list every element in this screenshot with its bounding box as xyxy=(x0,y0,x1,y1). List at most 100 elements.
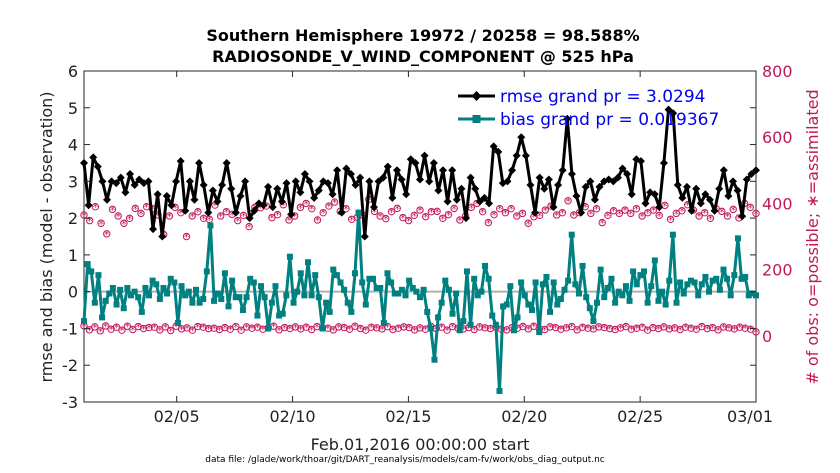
obs-count-high-assimilated-marker: * xyxy=(565,195,571,208)
obs-count-high-assimilated-marker: * xyxy=(241,210,247,223)
obs-count-high-assimilated-marker: * xyxy=(486,217,492,230)
obs-count-high-assimilated-marker: * xyxy=(554,209,560,222)
bias-point xyxy=(641,268,647,275)
rmse-point xyxy=(475,197,484,206)
obs-count-low-assimilated-marker: * xyxy=(81,320,87,333)
rmse-point xyxy=(218,181,227,190)
obs-count-high-possible-marker xyxy=(421,212,430,221)
bias-point xyxy=(91,299,98,306)
bias-point xyxy=(171,279,178,286)
obs-count-high-assimilated-marker: * xyxy=(440,213,446,226)
obs-count-high-possible-marker xyxy=(120,219,128,227)
obs-count-high-assimilated-marker: * xyxy=(218,210,224,223)
bias-point xyxy=(370,275,377,282)
rmse-point xyxy=(397,175,406,184)
obs-count-low-assimilated-marker: * xyxy=(206,323,212,336)
bias-point xyxy=(532,279,539,286)
bias-point xyxy=(330,266,337,273)
obs-count-low-assimilated-marker: * xyxy=(444,325,450,338)
rmse-point xyxy=(443,197,452,206)
bias-point xyxy=(196,299,203,306)
bias-point xyxy=(265,325,272,332)
obs-count-low-assimilated-marker: * xyxy=(390,324,396,337)
bias-point xyxy=(207,222,214,229)
obs-count-high-possible-marker xyxy=(399,213,407,222)
rmse-point xyxy=(379,173,388,182)
obs-count-low-assimilated-marker: * xyxy=(222,322,228,335)
obs-count-high-possible-marker xyxy=(450,204,458,213)
obs-count-low-assimilated-marker: * xyxy=(726,322,732,335)
obs-count-low-assimilated-marker: * xyxy=(639,322,645,335)
bias-point xyxy=(95,272,102,279)
bias-point xyxy=(391,290,398,297)
obs-count-low-possible-marker xyxy=(605,324,614,333)
obs-count-low-possible-marker xyxy=(156,326,164,334)
obs-count-low-assimilated-marker: * xyxy=(661,321,667,334)
obs-count-high-assimilated-marker: * xyxy=(406,215,412,228)
y-tick-label: 5 xyxy=(68,99,78,118)
bias-point xyxy=(312,272,319,279)
obs-count-high-possible-marker xyxy=(706,214,715,222)
obs-count-low-possible-marker xyxy=(568,322,576,331)
bias-point xyxy=(211,297,218,304)
obs-count-high-possible-marker xyxy=(404,216,413,225)
obs-count-low-assimilated-marker: * xyxy=(466,322,472,335)
obs-count-low-assimilated-marker: * xyxy=(92,321,98,334)
obs-count-low-assimilated-marker: * xyxy=(715,324,721,337)
bias-point xyxy=(536,329,543,336)
bias-point xyxy=(529,307,535,314)
rmse-point xyxy=(623,169,632,178)
obs-count-high-assimilated-marker: * xyxy=(617,208,623,221)
rmse-point xyxy=(93,162,102,171)
bias-point xyxy=(648,283,655,290)
bias-point xyxy=(742,273,749,280)
obs-count-low-possible-marker xyxy=(199,323,207,331)
obs-count-high-assimilated-marker: * xyxy=(543,205,549,218)
obs-count-low-assimilated-marker: * xyxy=(526,323,532,336)
bias-point xyxy=(550,279,557,286)
bias-point xyxy=(698,281,705,288)
plot-area xyxy=(83,70,757,403)
rmse-point xyxy=(687,206,696,215)
bias-point xyxy=(424,308,431,315)
obs-count-low-possible-marker xyxy=(118,326,126,334)
obs-count-high-possible-marker xyxy=(723,212,732,220)
obs-count-low-assimilated-marker: * xyxy=(423,324,429,337)
obs-count-low-assimilated-marker: * xyxy=(385,321,391,334)
rmse-point xyxy=(268,203,277,212)
bias-point xyxy=(583,294,590,301)
obs-count-high-possible-marker xyxy=(752,209,760,218)
obs-count-low-assimilated-marker: * xyxy=(721,321,727,334)
x-axis-label: Feb.01,2016 00:00:00 start xyxy=(311,435,530,454)
obs-count-low-possible-marker xyxy=(204,324,213,333)
rmse-point xyxy=(586,177,595,186)
obs-count-high-assimilated-marker: * xyxy=(611,205,617,218)
obs-count-low-possible-marker xyxy=(389,325,397,334)
obs-count-high-possible-marker xyxy=(199,214,208,222)
obs-count-high-assimilated-marker: * xyxy=(258,202,264,215)
obs-count-low-assimilated-marker: * xyxy=(596,321,602,334)
rmse-point xyxy=(121,188,130,197)
bias-point xyxy=(247,275,254,282)
obs-count-low-assimilated-marker: * xyxy=(368,322,374,335)
obs-count-low-assimilated-marker: * xyxy=(152,322,158,335)
obs-count-low-assimilated-marker: * xyxy=(314,321,320,334)
rmse-point xyxy=(462,214,471,223)
bias-point xyxy=(507,283,514,290)
obs-count-low-assimilated-marker: * xyxy=(200,322,206,335)
obs-count-high-assimilated-marker: * xyxy=(121,218,127,231)
obs-count-low-assimilated-marker: * xyxy=(645,325,651,338)
obs-count-low-possible-marker xyxy=(248,324,256,332)
obs-count-high-assimilated-marker: * xyxy=(315,214,321,227)
obs-count-low-possible-marker xyxy=(627,325,636,333)
bias-point xyxy=(153,281,160,288)
obs-count-high-possible-marker xyxy=(604,211,612,220)
y-right-tick-label: 200 xyxy=(762,261,793,280)
obs-count-low-assimilated-marker: * xyxy=(672,322,678,335)
obs-count-low-possible-marker xyxy=(416,324,424,332)
bias-point xyxy=(232,294,239,301)
y-right-tick-label: 800 xyxy=(762,62,793,81)
bias-point xyxy=(684,281,691,288)
obs-count-high-assimilated-marker: * xyxy=(674,208,680,221)
bias-point xyxy=(586,305,593,312)
